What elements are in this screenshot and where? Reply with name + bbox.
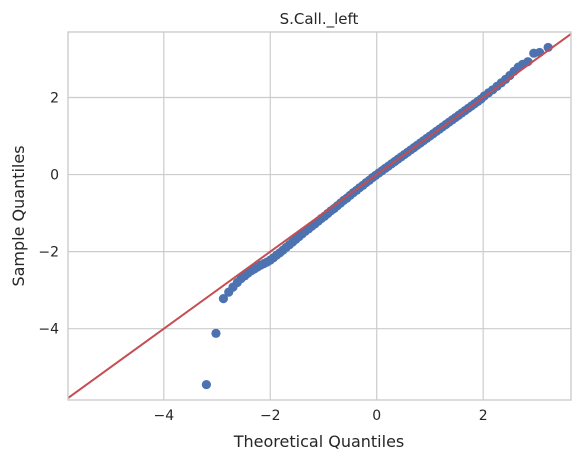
- x-tick-labels: −4 −2 0 2: [153, 408, 487, 424]
- data-point: [218, 294, 229, 304]
- data-point: [211, 328, 221, 338]
- x-tick-label: 2: [479, 408, 488, 424]
- plot-frame: [67, 31, 572, 401]
- y-tick-label: 2: [50, 91, 59, 107]
- x-tick-label: 0: [372, 408, 381, 424]
- y-tick-labels: −4 −2 0 2: [38, 91, 59, 338]
- chart-title: S.Call._left: [280, 10, 359, 29]
- x-axis-label: Theoretical Quantiles: [233, 432, 405, 451]
- x-tick-label: −4: [153, 408, 174, 424]
- y-tick-label: 0: [50, 168, 59, 184]
- x-tick-label: −2: [260, 408, 281, 424]
- y-tick-label: −2: [38, 245, 59, 261]
- y-axis-label: Sample Quantiles: [9, 145, 28, 286]
- y-gridlines: [68, 96, 571, 330]
- y-tick-label: −4: [38, 322, 59, 338]
- data-point: [201, 379, 211, 390]
- reference-line: [67, 33, 572, 399]
